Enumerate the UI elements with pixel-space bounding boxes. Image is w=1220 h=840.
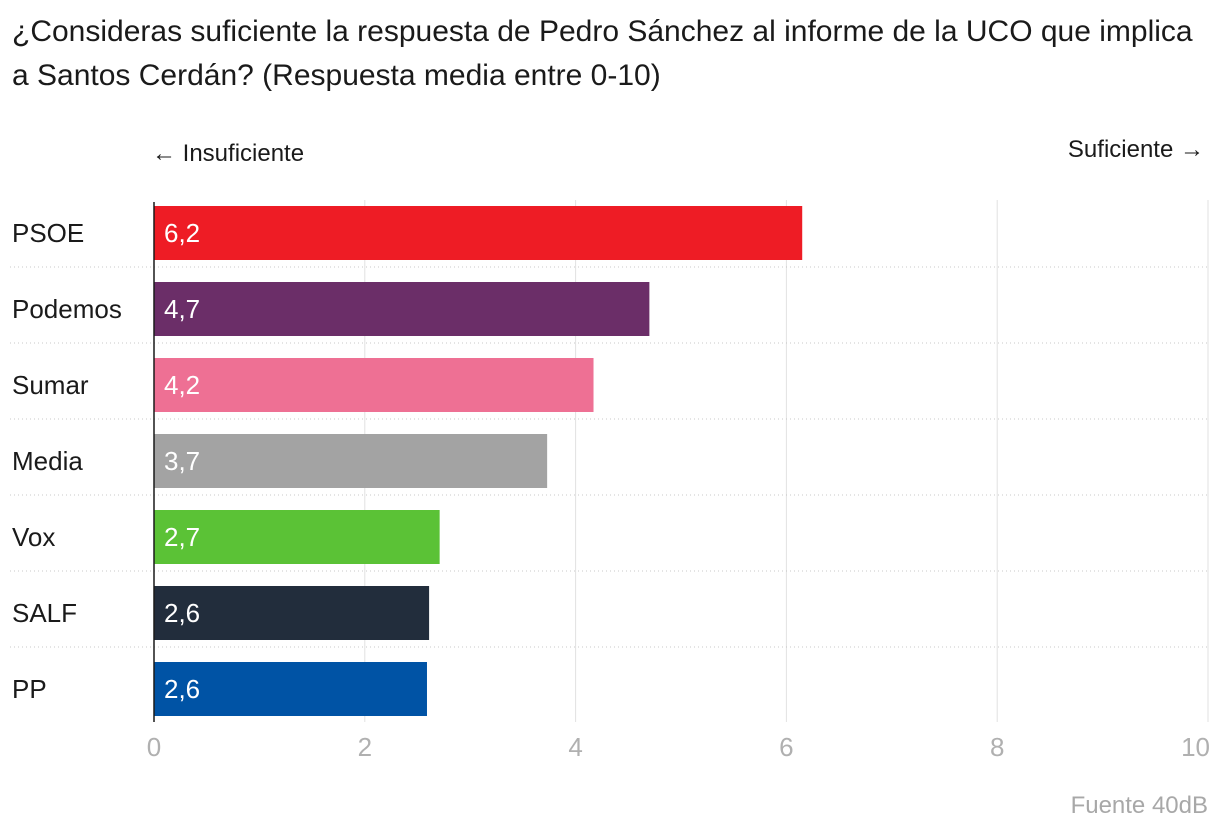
bar (154, 510, 440, 564)
x-tick-label: 0 (147, 732, 161, 762)
category-label: Sumar (12, 370, 89, 400)
category-label: PP (12, 674, 47, 704)
bar (154, 662, 427, 716)
category-label: Vox (12, 522, 55, 552)
chart-title: ¿Consideras suficiente la respuesta de P… (12, 15, 1193, 92)
x-tick-label: 10 (1181, 732, 1210, 762)
x-tick-label: 6 (779, 732, 793, 762)
insufficient-hint: ← Insuficiente (152, 140, 305, 167)
value-label: 6,2 (164, 218, 200, 248)
category-label: PSOE (12, 218, 84, 248)
value-label: 2,7 (164, 522, 200, 552)
bar (154, 206, 803, 260)
bar (154, 434, 548, 488)
bar (154, 358, 594, 412)
x-tick-label: 2 (358, 732, 372, 762)
value-label: 4,2 (164, 370, 200, 400)
source-note: Fuente 40dB (1070, 792, 1208, 819)
category-label: Podemos (12, 294, 122, 324)
category-label: SALF (12, 598, 77, 628)
bar (154, 282, 650, 336)
value-label: 2,6 (164, 598, 200, 628)
value-label: 2,6 (164, 674, 200, 704)
value-label: 4,7 (164, 294, 200, 324)
sufficient-hint: Suficiente → (1067, 136, 1204, 163)
x-tick-label: 8 (990, 732, 1004, 762)
category-label: Media (12, 446, 83, 476)
bar (154, 586, 430, 640)
value-label: 3,7 (164, 446, 200, 476)
x-tick-label: 4 (568, 732, 582, 762)
